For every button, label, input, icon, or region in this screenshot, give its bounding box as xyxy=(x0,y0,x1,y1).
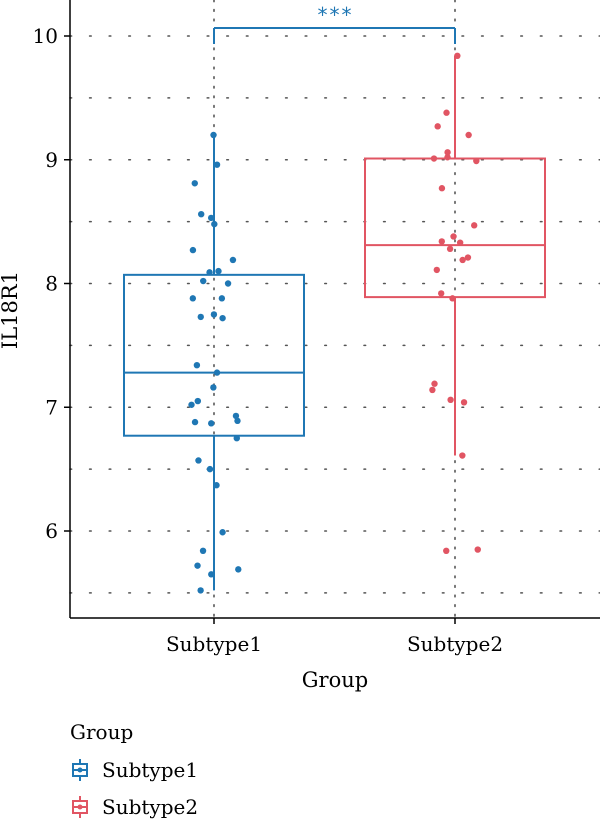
data-point xyxy=(211,220,218,228)
data-point xyxy=(449,295,456,302)
data-point xyxy=(429,386,436,394)
data-point xyxy=(430,155,438,162)
legend-key-point xyxy=(77,804,83,810)
axes xyxy=(69,0,600,619)
data-point xyxy=(459,256,466,264)
data-point xyxy=(207,214,215,222)
data-point xyxy=(438,185,446,192)
sig-label: *** xyxy=(316,3,352,27)
data-point xyxy=(459,452,466,459)
y-tick-label: 10 xyxy=(33,24,58,48)
data-point xyxy=(213,482,220,489)
boxplots xyxy=(123,55,546,591)
data-point xyxy=(232,412,240,420)
data-point xyxy=(229,256,237,264)
data-point xyxy=(200,277,207,285)
data-point xyxy=(210,131,217,139)
data-point xyxy=(434,123,441,130)
data-point xyxy=(444,149,451,156)
data-point xyxy=(443,547,450,554)
data-point xyxy=(446,245,454,253)
data-point xyxy=(188,401,195,408)
y-axis-title: IL18R1 xyxy=(0,271,22,349)
box-rect xyxy=(123,273,305,437)
data-point xyxy=(210,311,218,318)
data-point xyxy=(456,239,464,246)
data-point xyxy=(233,434,240,442)
data-point xyxy=(234,417,241,425)
data-point xyxy=(450,233,457,240)
data-point xyxy=(194,397,202,405)
data-point xyxy=(437,290,445,297)
data-point xyxy=(447,396,454,404)
data-point xyxy=(191,418,199,426)
data-point xyxy=(474,546,481,553)
data-point xyxy=(194,562,201,569)
data-point xyxy=(219,529,226,536)
data-point xyxy=(193,361,201,369)
data-point xyxy=(431,380,438,387)
jitter-points xyxy=(188,52,481,594)
data-point xyxy=(199,547,207,554)
legend: Group Subtype1 Subtype2 xyxy=(70,720,198,819)
data-point xyxy=(213,161,221,168)
x-tick-label: Subtype1 xyxy=(166,632,262,656)
data-point xyxy=(433,266,441,274)
data-point xyxy=(218,295,226,302)
data-point xyxy=(208,571,215,578)
data-point xyxy=(224,280,232,287)
data-point xyxy=(197,313,204,321)
data-point xyxy=(208,420,215,427)
data-point xyxy=(215,267,222,275)
data-point xyxy=(210,384,217,391)
y-tick-label: 9 xyxy=(45,148,58,172)
legend-title: Group xyxy=(70,720,133,744)
data-point xyxy=(465,131,472,139)
data-point xyxy=(213,369,221,376)
data-point xyxy=(191,180,198,187)
data-point xyxy=(471,222,478,229)
legend-item-label: Subtype1 xyxy=(102,758,198,782)
data-point xyxy=(197,587,204,594)
significance-bracket: *** xyxy=(213,3,456,44)
y-ticks: 6 7 8 9 10 xyxy=(33,24,70,543)
x-ticks: Subtype1 Subtype2 xyxy=(166,618,503,656)
data-point xyxy=(197,211,205,218)
data-point xyxy=(460,399,468,406)
data-point xyxy=(189,246,197,254)
data-point xyxy=(219,314,226,322)
data-point xyxy=(438,238,446,245)
data-point xyxy=(189,295,197,302)
data-point xyxy=(235,566,242,573)
legend-key-point xyxy=(77,767,83,773)
y-tick-label: 8 xyxy=(45,272,58,296)
data-point xyxy=(206,269,213,276)
legend-key xyxy=(72,796,88,818)
data-point xyxy=(444,154,451,161)
data-point xyxy=(195,457,202,464)
legend-key xyxy=(72,759,88,781)
legend-item-label: Subtype2 xyxy=(102,795,198,819)
data-point xyxy=(473,157,480,165)
data-point xyxy=(464,254,472,261)
x-tick-label: Subtype2 xyxy=(407,632,503,656)
x-axis-title: Group xyxy=(302,668,368,692)
data-point xyxy=(454,52,461,59)
data-point xyxy=(443,109,450,116)
y-tick-label: 7 xyxy=(45,395,58,419)
data-point xyxy=(206,465,214,473)
box-rect xyxy=(364,157,546,299)
y-tick-label: 6 xyxy=(45,519,58,543)
